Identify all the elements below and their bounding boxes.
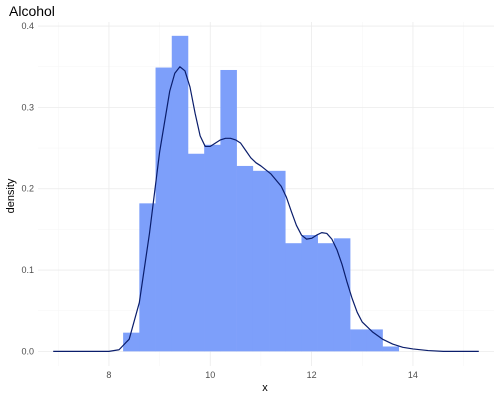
y-tick-labels: 0.0 0.1 0.2 0.3 0.4 [21, 21, 34, 356]
y-tick-label: 0.4 [21, 21, 34, 31]
histogram-bar [204, 144, 221, 352]
histogram-bar [123, 332, 140, 352]
x-tick-label: 10 [205, 370, 215, 380]
histogram-bar [333, 238, 351, 352]
x-tick-labels: 8 10 12 14 [106, 370, 418, 380]
histogram-bar [155, 67, 173, 352]
histogram-bars [123, 35, 400, 352]
density-curve-layer [53, 66, 479, 352]
y-tick-label: 0.1 [21, 265, 34, 275]
x-axis-title: x [262, 382, 268, 394]
y-tick-label: 0.2 [21, 184, 34, 194]
histogram-bar [220, 69, 237, 352]
histogram-bar [171, 35, 189, 352]
histogram-bar [382, 346, 400, 352]
x-tick-label: 12 [307, 370, 317, 380]
histogram-bar [285, 243, 302, 352]
histogram-bar [350, 329, 367, 352]
density-curve [53, 66, 479, 352]
histogram-bar [252, 170, 270, 352]
x-tick-label: 14 [408, 370, 418, 380]
y-tick-label: 0.0 [21, 346, 34, 356]
histogram-bar [366, 329, 383, 352]
histogram-bar [187, 153, 205, 352]
chart-title: Alcohol [9, 3, 55, 19]
histogram-bar [301, 235, 318, 352]
x-tick-label: 8 [106, 370, 111, 380]
histogram-bar [269, 170, 286, 352]
y-axis-title: density [5, 178, 17, 213]
histogram-bar [236, 165, 254, 352]
y-tick-label: 0.3 [21, 102, 34, 112]
histogram-bar [317, 243, 335, 352]
histogram-bar [139, 203, 156, 352]
